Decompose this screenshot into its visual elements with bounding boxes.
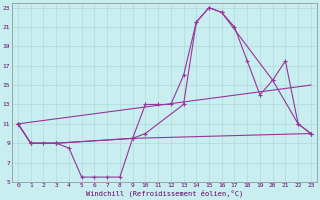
X-axis label: Windchill (Refroidissement éolien,°C): Windchill (Refroidissement éolien,°C): [86, 190, 243, 197]
